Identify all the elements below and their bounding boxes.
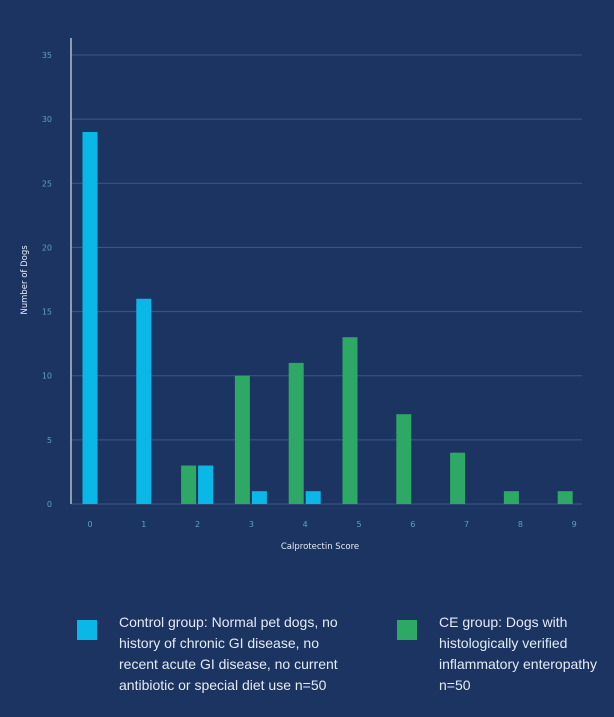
x-tick-labels: 0 1 2 3 4 5 6 7 8 9 (87, 520, 576, 529)
bar-ce (181, 465, 197, 504)
bar-control (251, 491, 267, 504)
x-tick-label: 6 (410, 520, 415, 529)
y-tick-label: 20 (42, 243, 52, 252)
x-tick-label: 1 (141, 520, 146, 529)
y-tick-label: 30 (42, 115, 52, 124)
y-tick-label: 0 (47, 500, 52, 509)
bar-ce (557, 491, 573, 504)
legend-item-control: Control group: Normal pet dogs, no histo… (77, 612, 357, 696)
y-tick-label: 5 (47, 436, 52, 445)
bar-control (198, 465, 214, 504)
bar-ce (342, 337, 358, 504)
y-tick-label: 25 (42, 179, 52, 188)
x-tick-label: 9 (572, 520, 577, 529)
bars (82, 131, 573, 504)
legend-label-ce: CE group: Dogs with histologically verif… (439, 614, 597, 693)
x-tick-label: 8 (518, 520, 523, 529)
y-tick-label: 10 (42, 372, 52, 381)
x-tick-label: 4 (303, 520, 308, 529)
y-tick-labels: 0 5 10 15 20 25 30 35 (42, 51, 52, 509)
x-tick-label: 0 (87, 520, 92, 529)
legend-item-ce: CE group: Dogs with histologically verif… (397, 612, 612, 696)
bar-ce (503, 491, 519, 504)
x-tick-label: 7 (464, 520, 469, 529)
y-tick-label: 35 (42, 51, 52, 60)
x-tick-label: 3 (249, 520, 254, 529)
bar-ce (450, 452, 466, 504)
bar-control (305, 491, 321, 504)
bar-ce (396, 414, 412, 504)
y-tick-label: 15 (42, 308, 52, 317)
y-axis-title: Number of Dogs (20, 245, 30, 315)
legend-label-control: Control group: Normal pet dogs, no histo… (119, 614, 338, 693)
bar-control (82, 131, 98, 504)
gridlines (71, 54, 582, 505)
legend-swatch-control (77, 620, 97, 640)
x-axis-title: Calprotectin Score (281, 542, 359, 552)
bar-ce (288, 362, 304, 504)
x-tick-label: 2 (195, 520, 200, 529)
bar-ce (234, 375, 250, 504)
bar-chart: 0 5 10 15 20 25 30 35 0 1 2 3 4 5 6 7 8 9 Calprotectin S… (20, 38, 582, 552)
x-tick-label: 5 (356, 520, 361, 529)
legend-swatch-ce (397, 620, 417, 640)
bar-control (136, 298, 152, 504)
